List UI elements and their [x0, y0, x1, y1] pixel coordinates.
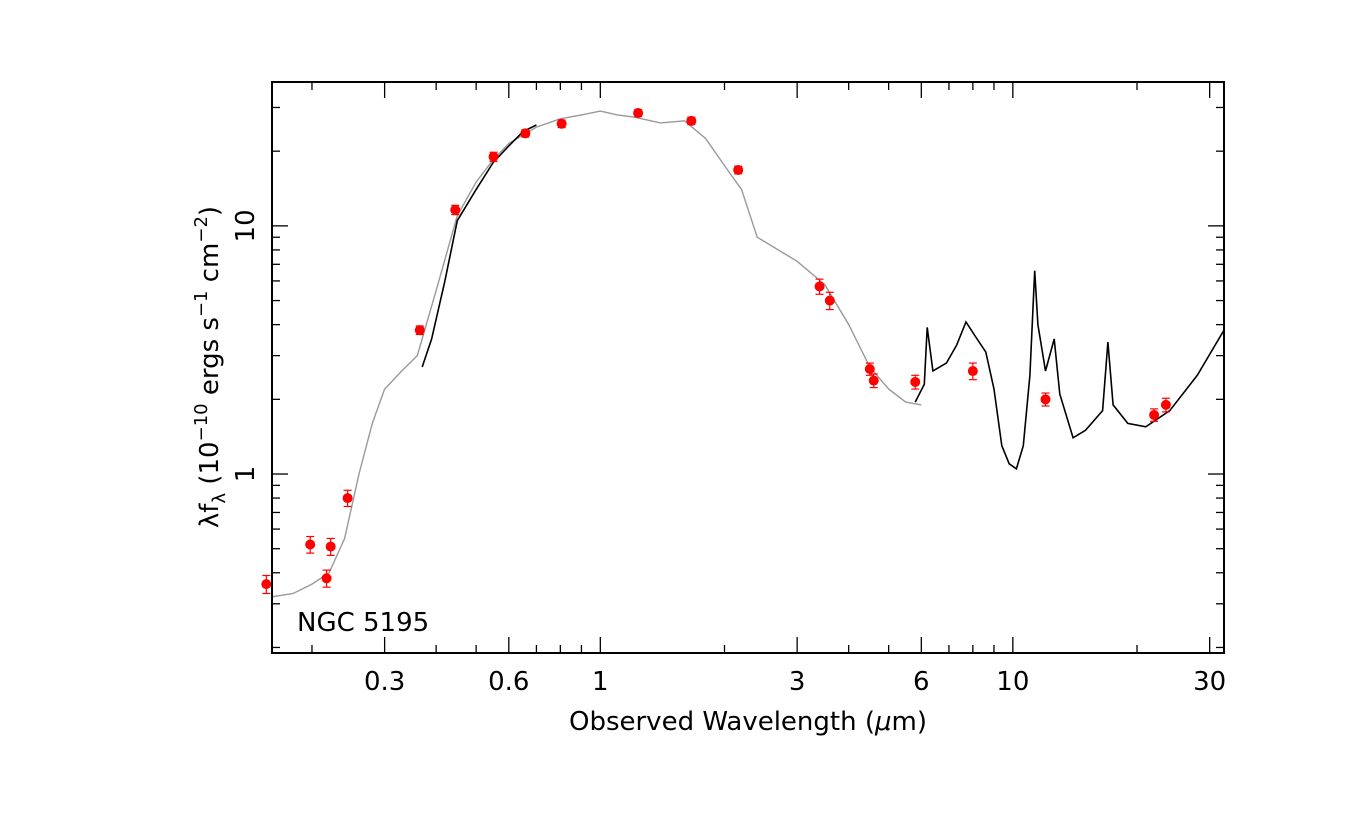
data-point — [261, 574, 272, 595]
data-marker — [967, 366, 978, 377]
data-point — [305, 535, 316, 554]
data-marker — [868, 375, 879, 386]
data-marker — [450, 204, 461, 215]
data-marker — [321, 573, 332, 584]
data-point — [967, 362, 978, 381]
tick-labels: 0.3 0.6 1 3 6 10 30 1 10 — [231, 209, 1226, 697]
data-point — [1149, 408, 1160, 422]
data-marker — [864, 363, 875, 374]
data-point — [686, 115, 697, 126]
data-marker — [633, 108, 644, 119]
data-marker — [556, 118, 567, 129]
spectrum-curves — [271, 110, 1225, 598]
data-point — [910, 374, 921, 390]
axis-ticks — [272, 82, 1224, 653]
data-marker — [414, 325, 425, 336]
y-tick-label: 10 — [231, 209, 261, 242]
optical-spectrum-line — [421, 124, 537, 368]
data-point — [556, 118, 567, 129]
data-marker — [824, 295, 835, 306]
x-tick-label: 0.6 — [488, 667, 529, 697]
data-point — [321, 569, 332, 588]
y-tick-label: 1 — [231, 466, 261, 483]
x-tick-label: 3 — [789, 667, 806, 697]
data-marker — [1149, 409, 1160, 420]
data-point — [633, 108, 644, 119]
x-tick-label: 6 — [913, 667, 930, 697]
data-marker — [305, 539, 316, 550]
data-point — [325, 537, 336, 556]
data-point — [868, 373, 879, 389]
plot-frame — [271, 81, 1225, 654]
x-tick-label: 0.3 — [364, 667, 405, 697]
data-marker — [1160, 399, 1171, 410]
data-marker — [342, 493, 353, 504]
x-tick-label: 1 — [592, 667, 609, 697]
data-marker — [733, 164, 744, 175]
data-marker — [261, 579, 272, 590]
data-point — [864, 362, 875, 376]
photometry-points — [261, 108, 1171, 595]
data-point — [488, 151, 499, 162]
data-marker — [686, 115, 697, 126]
y-axis-title: λfλ (10−10 ergs s−1 cm−2) — [191, 206, 230, 528]
data-point — [520, 128, 531, 139]
ir-spectrum-line — [914, 270, 1225, 471]
template-line — [271, 110, 922, 598]
data-point — [342, 489, 353, 508]
data-point — [1160, 397, 1171, 413]
data-marker — [814, 281, 825, 292]
data-marker — [1040, 394, 1051, 405]
annotation-ngc5195: NGC 5195 — [297, 608, 429, 638]
x-tick-label: 10 — [996, 667, 1029, 697]
data-marker — [325, 541, 336, 552]
data-point — [1040, 392, 1051, 407]
data-point — [414, 325, 425, 336]
data-point — [733, 164, 744, 175]
data-point — [814, 278, 825, 295]
data-marker — [520, 128, 531, 139]
data-marker — [488, 151, 499, 162]
x-axis-title: Observed Wavelength (μm) — [569, 707, 927, 737]
x-tick-label: 30 — [1193, 667, 1226, 697]
data-marker — [910, 376, 921, 387]
data-point — [824, 291, 835, 311]
data-point — [450, 204, 461, 216]
